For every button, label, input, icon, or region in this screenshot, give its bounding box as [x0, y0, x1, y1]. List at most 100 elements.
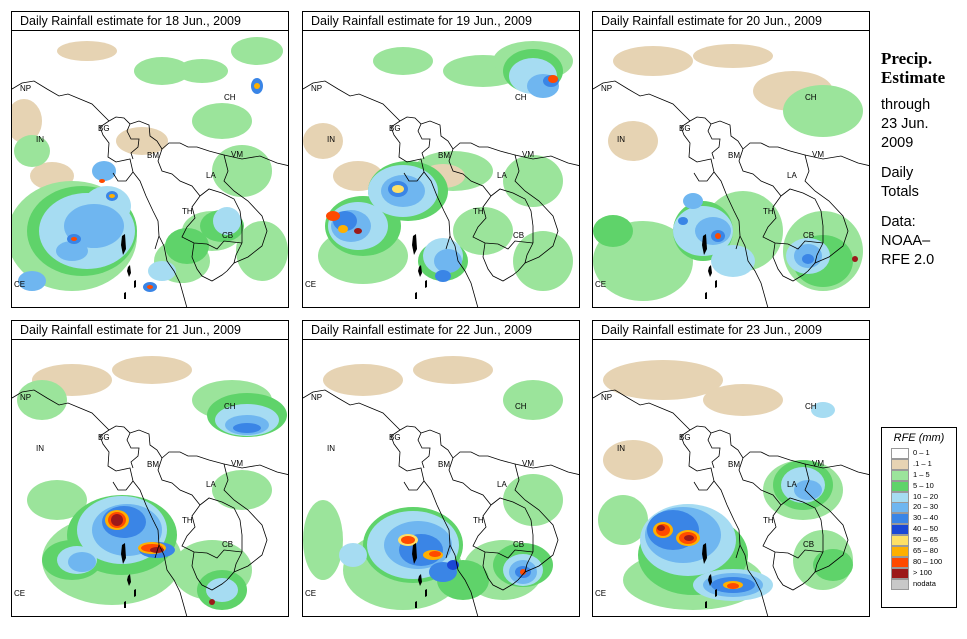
legend-swatch — [891, 556, 909, 568]
country-label-cb: CB — [513, 540, 525, 549]
legend-swatch — [891, 458, 909, 470]
country-label-in: IN — [617, 135, 625, 144]
legend-item: 10 – 20 — [882, 491, 956, 503]
country-label-la: LA — [206, 480, 216, 489]
rain-cell — [392, 185, 404, 193]
rain-cell — [435, 270, 451, 282]
country-border — [108, 425, 140, 469]
country-label-cb: CB — [803, 540, 815, 549]
daily-text: Daily — [881, 165, 914, 181]
legend-label: 0 – 1 — [913, 448, 930, 457]
rain-cell — [165, 228, 209, 264]
legend-swatch — [891, 535, 909, 547]
country-label-th: TH — [473, 516, 484, 525]
legend-item: 30 – 40 — [882, 513, 956, 525]
country-border — [739, 235, 769, 307]
country-border — [448, 457, 492, 506]
country-label-in: IN — [36, 444, 44, 453]
country-border — [517, 551, 534, 581]
date-line1: 23 Jun. — [881, 116, 929, 132]
legend-item: 65 – 80 — [882, 546, 956, 558]
rain-cell — [852, 256, 858, 262]
rain-cell — [148, 261, 176, 281]
rainfall-map: NP IN BG BM CH VM LA TH CB CE — [302, 340, 580, 617]
island — [415, 292, 417, 299]
rain-cell — [212, 470, 272, 510]
country-border — [157, 457, 201, 506]
panel-title: Daily Rainfall estimate for 20 Jun., 200… — [592, 11, 870, 31]
rain-cell — [303, 500, 343, 580]
country-border — [780, 497, 824, 552]
panel-18-jun: Daily Rainfall estimate for 18 Jun., 200… — [11, 11, 289, 308]
rain-cell — [603, 440, 663, 480]
country-label-la: LA — [497, 480, 507, 489]
country-label-np: NP — [20, 393, 32, 402]
rain-cell — [27, 480, 87, 520]
country-border — [482, 551, 519, 591]
country-border — [514, 154, 559, 264]
country-border — [390, 120, 425, 182]
country-label-bg: BG — [98, 433, 110, 442]
rain-cell — [813, 549, 853, 581]
rain-cell — [339, 543, 367, 567]
country-border — [223, 463, 288, 475]
rain-cell — [134, 57, 190, 85]
legend-item: 40 – 50 — [882, 524, 956, 536]
country-border — [804, 154, 869, 166]
rain-cell — [338, 225, 348, 233]
rain-cell — [802, 254, 814, 264]
country-border — [158, 544, 188, 616]
country-label-la: LA — [787, 480, 797, 489]
rain-cell — [548, 75, 558, 83]
country-border — [689, 425, 721, 469]
source-line1: NOAA– — [881, 233, 931, 249]
country-label-la: LA — [497, 171, 507, 180]
rainfall-map: NP IN BG BM CH VM LA TH CB CE — [592, 340, 870, 617]
source-line2: RFE 2.0 — [881, 252, 935, 268]
country-border — [157, 148, 201, 197]
country-border — [108, 116, 140, 160]
rain-cell — [608, 121, 658, 161]
legend-item: .1 – 1 — [882, 458, 956, 470]
legend-swatch — [891, 469, 909, 481]
country-border — [593, 80, 691, 122]
island — [412, 543, 417, 564]
rain-cell — [693, 44, 773, 68]
rain-cell — [684, 535, 694, 541]
country-border — [161, 142, 225, 156]
panel-19-jun: Daily Rainfall estimate for 19 Jun., 200… — [302, 11, 580, 308]
legend-item: 5 – 10 — [882, 480, 956, 492]
rainfall-map: NP IN BG BM CH VM LA TH CB CE — [11, 340, 289, 617]
country-border — [449, 235, 479, 307]
legend-swatch — [891, 491, 909, 503]
country-label-vm: VM — [231, 459, 243, 468]
rainfall-map: NP IN BG BM CH VM LA TH CB CE — [11, 31, 289, 308]
country-label-ce: CE — [305, 589, 317, 598]
country-label-bm: BM — [438, 151, 450, 160]
country-border — [742, 451, 806, 465]
rain-cell — [683, 193, 703, 209]
rain-cell — [71, 237, 77, 241]
country-border — [191, 242, 228, 282]
rain-cell — [373, 47, 433, 75]
country-label-in: IN — [617, 444, 625, 453]
island — [415, 601, 417, 608]
date-line2: 2009 — [881, 135, 914, 151]
rain-cell — [206, 578, 238, 602]
country-border — [223, 154, 268, 264]
country-label-bg: BG — [389, 124, 401, 133]
rain-cell — [603, 360, 723, 400]
country-border — [780, 188, 824, 243]
rain-cell — [213, 207, 241, 235]
country-border — [199, 497, 243, 552]
country-label-vm: VM — [522, 150, 534, 159]
rain-cell — [354, 228, 362, 234]
country-border — [449, 544, 479, 616]
island — [425, 589, 427, 597]
country-label-ce: CE — [305, 280, 317, 289]
rain-cell — [14, 135, 50, 167]
country-border — [482, 242, 519, 282]
island — [121, 543, 126, 564]
country-border — [514, 463, 579, 475]
panel-22-jun: Daily Rainfall estimate for 22 Jun., 200… — [302, 320, 580, 617]
